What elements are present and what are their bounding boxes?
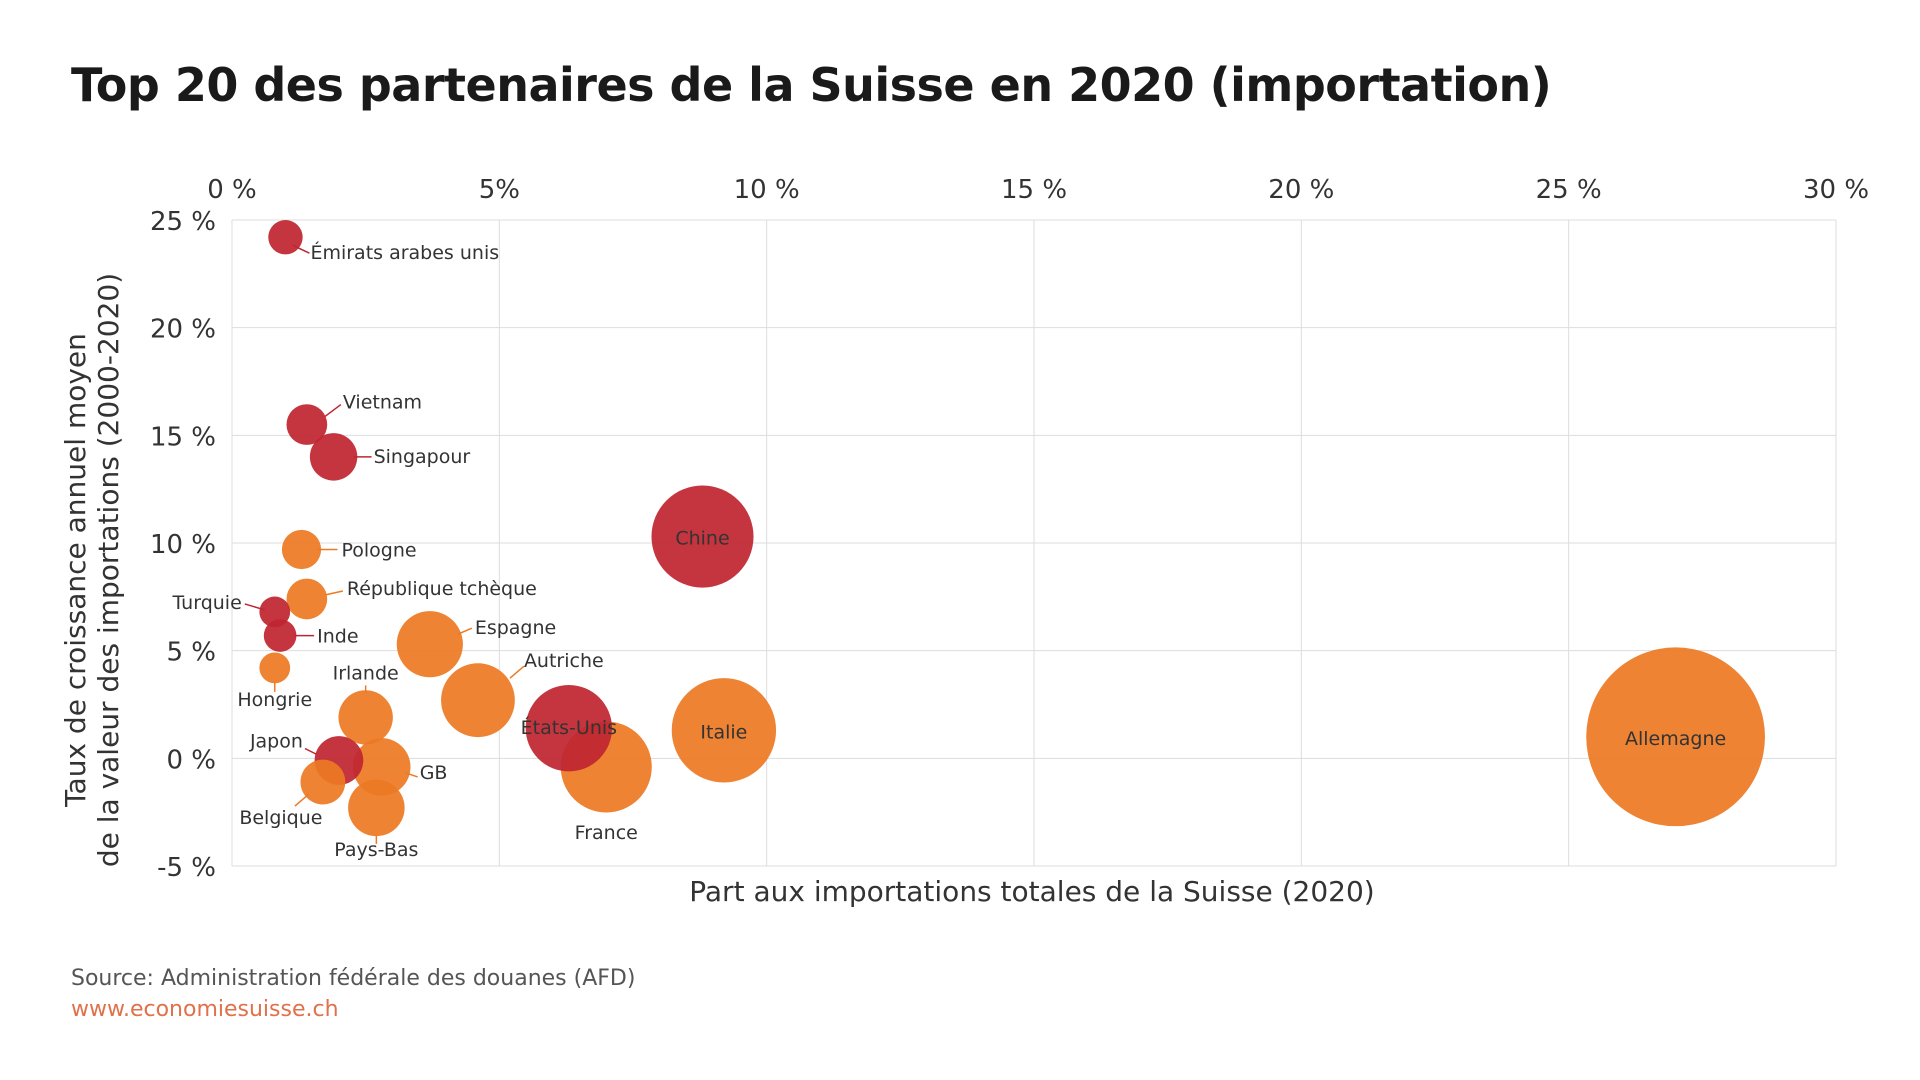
x-tick-label: 25 % [1536, 175, 1602, 205]
label-italie: Italie [700, 721, 747, 743]
bubble-italie [671, 678, 777, 783]
bubble-espagne [396, 611, 463, 678]
label-pologne: Pologne [342, 539, 417, 561]
label-inde: Inde [317, 626, 358, 648]
bubble-turquie [259, 596, 291, 628]
label-chine: Chine [675, 528, 729, 550]
y-tick-label: 25 % [150, 207, 216, 237]
label-france: France [575, 822, 638, 844]
bubble-pologne [281, 529, 322, 570]
y-tick-labels: 25 % 20 % 15 % 10 % 5 % 0 % -5 % [150, 207, 216, 883]
label-autriche: Autriche [524, 650, 604, 672]
y-axis-label-line-2: de la valeur des importations (2000-2020… [92, 273, 125, 867]
source-note: Source: Administration fédérale des doua… [71, 966, 636, 991]
bubble-pays-bas [348, 779, 405, 837]
bubble-autriche [441, 663, 515, 738]
y-tick-label: 15 % [150, 422, 216, 452]
bubble-allemagne [1586, 647, 1765, 827]
y-tick-label: 0 % [166, 745, 216, 775]
chart-title: Top 20 des partenaires de la Suisse en 2… [71, 58, 1552, 112]
label-vietnam: Vietnam [343, 392, 422, 414]
x-axis-label: Part aux importations totales de la Suis… [689, 875, 1374, 908]
y-axis-label-line-1: Taux de croissance annuel moyen [59, 333, 92, 808]
label-republique-tcheque: République tchèque [347, 578, 537, 600]
x-tick-label: 20 % [1268, 175, 1334, 205]
website-link[interactable]: www.economiesuisse.ch [71, 997, 339, 1022]
label-turquie: Turquie [171, 592, 241, 614]
leader-line-republique-tcheque [324, 590, 344, 596]
grid-lines [231, 219, 1837, 867]
label-allemagne: Allemagne [1625, 728, 1726, 750]
label-japon: Japon [249, 730, 303, 752]
bubble-emirats-arabes-unis [268, 220, 303, 255]
bubbles [259, 220, 1765, 837]
bubble-irlande [338, 690, 393, 745]
x-tick-label: 5% [479, 175, 520, 205]
x-tick-label: 0 % [207, 175, 257, 205]
bubble-vietnam [286, 404, 328, 445]
x-tick-label: 30 % [1803, 175, 1869, 205]
y-tick-label: -5 % [157, 853, 216, 883]
leader-line-autriche [509, 665, 525, 679]
y-tick-label: 10 % [150, 530, 216, 560]
label-emirats-arabes-unis: Émirats arabes unis [310, 241, 499, 264]
x-tick-labels: 0 % 5% 10 % 15 % 20 % 25 % 30 % [207, 175, 1869, 205]
label-belgique: Belgique [239, 807, 322, 829]
bubble-labels: Allemagne Italie Chine France États-Unis Autr… [171, 241, 1726, 861]
bubble-republique-tcheque [286, 578, 328, 620]
bubble-hongrie [259, 652, 291, 684]
y-axis-label: Taux de croissance annuel moyen de la va… [59, 273, 125, 867]
bubble-singapour [309, 433, 358, 481]
leader-line-vietnam [324, 403, 342, 418]
label-irlande: Irlande [333, 662, 399, 684]
y-tick-label: 20 % [150, 315, 216, 345]
leader-line-japon [304, 747, 318, 756]
label-etats-unis: États-Unis [521, 716, 617, 739]
label-singapour: Singapour [374, 446, 471, 468]
bubble-chine [651, 485, 754, 588]
label-espagne: Espagne [475, 617, 556, 639]
label-gb: GB [420, 762, 448, 784]
label-pays-bas: Pays-Bas [334, 839, 418, 861]
label-hongrie: Hongrie [237, 689, 312, 711]
x-tick-label: 15 % [1001, 175, 1067, 205]
y-tick-label: 5 % [166, 638, 216, 668]
bubble-etats-unis [525, 685, 613, 772]
bubble-belgique [300, 759, 346, 805]
bubble-inde [263, 619, 297, 652]
x-tick-label: 10 % [734, 175, 800, 205]
